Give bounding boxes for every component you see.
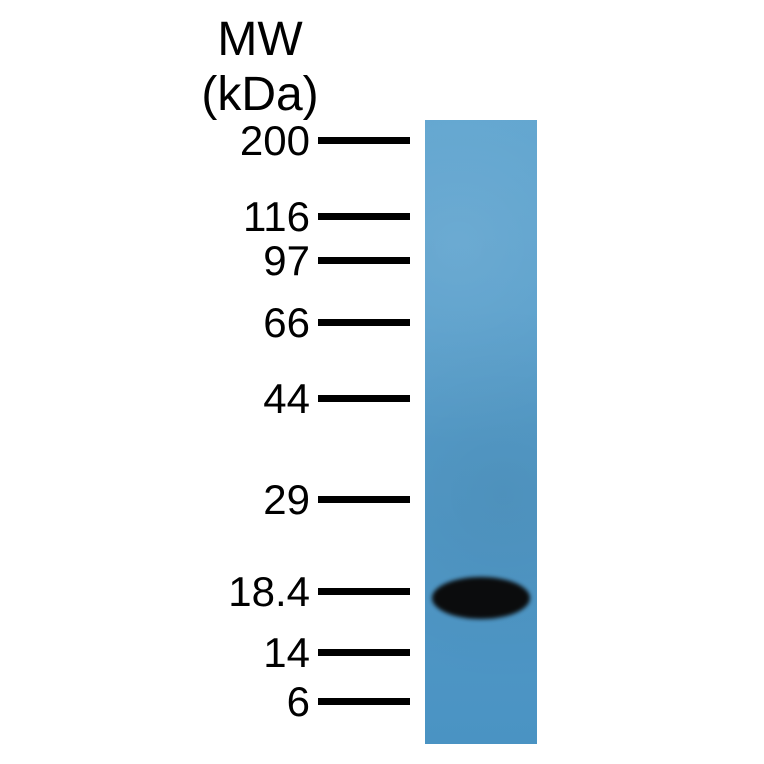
marker-tick — [318, 257, 410, 264]
blot-band — [432, 577, 530, 619]
marker-tick — [318, 496, 410, 503]
marker-tick — [318, 588, 410, 595]
mw-header-line1: MW — [155, 12, 365, 67]
marker-tick — [318, 698, 410, 705]
blot-lane-background — [425, 120, 537, 744]
marker-label: 29 — [263, 476, 310, 524]
marker-tick — [318, 395, 410, 402]
marker-label: 116 — [243, 193, 310, 241]
marker-label: 18.4 — [228, 568, 310, 616]
marker-label: 14 — [263, 629, 310, 677]
marker-label: 200 — [240, 117, 310, 165]
marker-label: 6 — [287, 678, 310, 726]
mw-header-line2: (kDa) — [155, 67, 365, 122]
marker-label: 44 — [263, 375, 310, 423]
marker-tick — [318, 137, 410, 144]
marker-tick — [318, 319, 410, 326]
marker-tick — [318, 649, 410, 656]
marker-tick — [318, 213, 410, 220]
mw-header: MW (kDa) — [155, 12, 365, 122]
marker-label: 66 — [263, 299, 310, 347]
blot-figure: MW (kDa) 200 11697 66 44 29 18.4 146 — [0, 0, 764, 764]
marker-label: 97 — [263, 237, 310, 285]
blot-lane — [425, 120, 537, 744]
